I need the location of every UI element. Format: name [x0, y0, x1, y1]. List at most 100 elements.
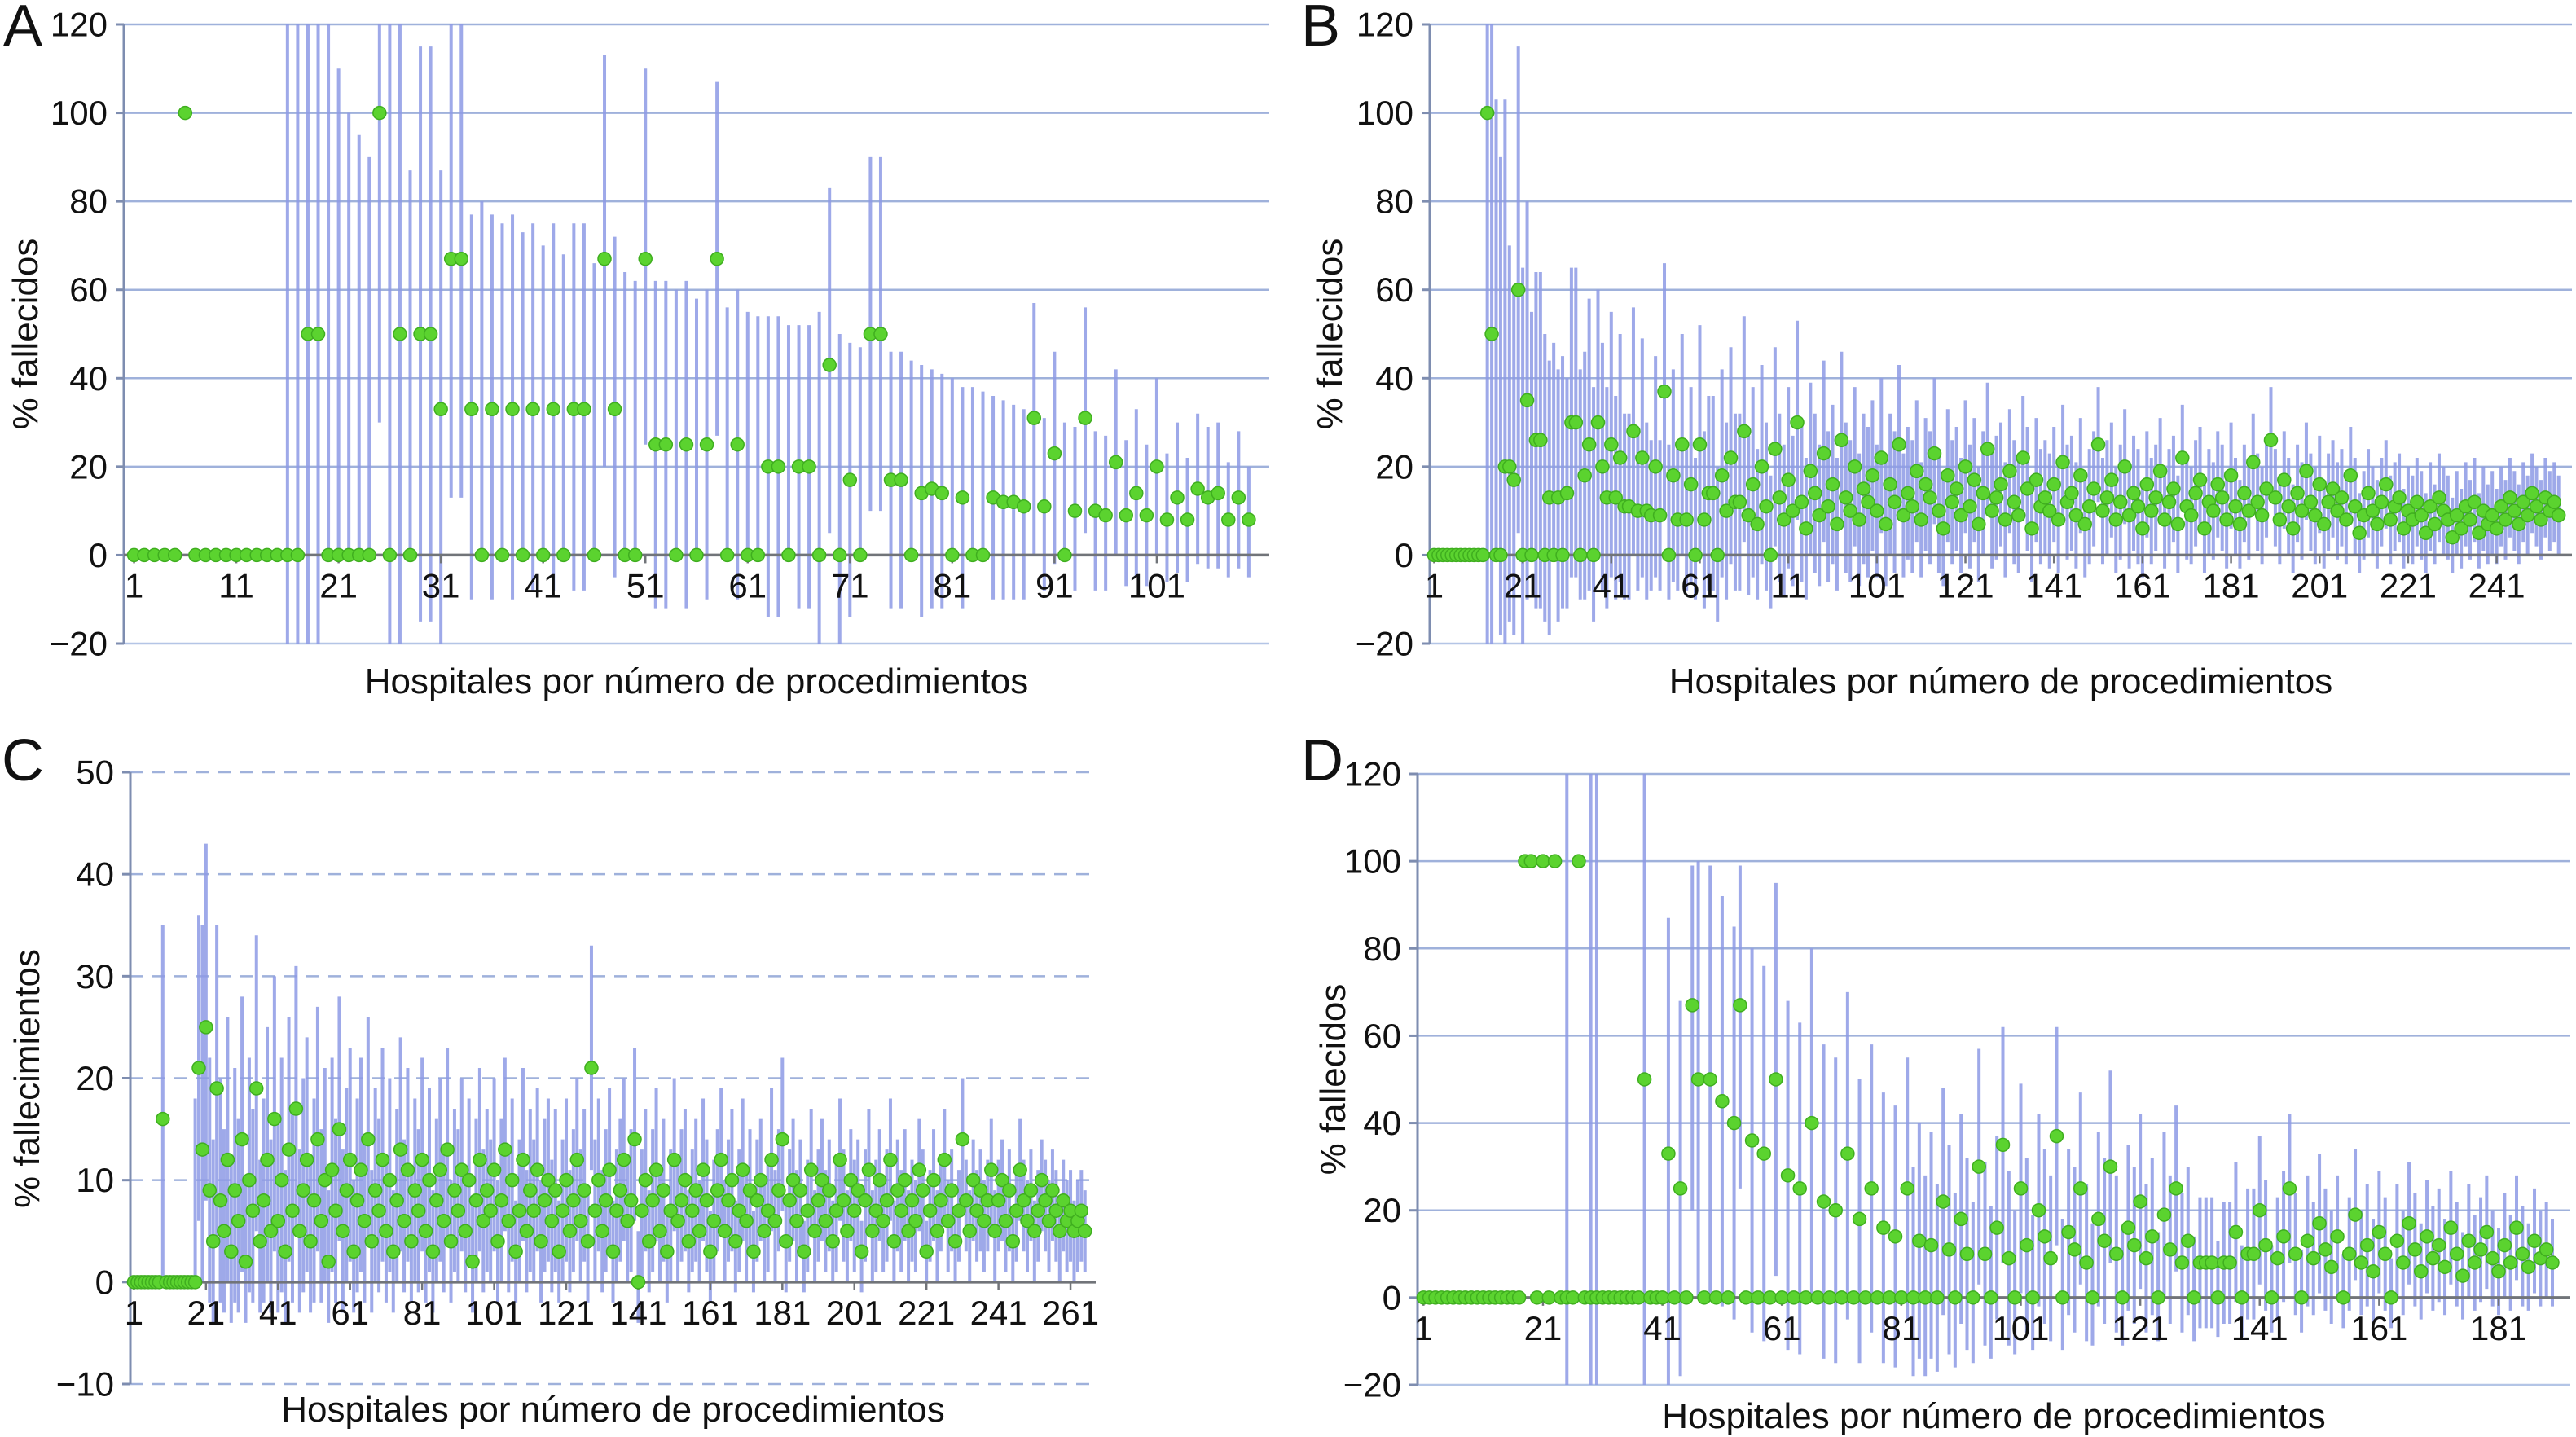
x-tick-label: 141 [2025, 566, 2082, 604]
data-point [641, 1234, 657, 1249]
data-point [2183, 508, 2199, 523]
data-point [746, 1244, 761, 1259]
data-point [451, 1203, 466, 1218]
data-point [1685, 998, 1700, 1013]
data-point [199, 1020, 213, 1035]
data-point [2112, 494, 2128, 510]
data-point [1626, 424, 1641, 439]
data-point [1763, 547, 1778, 563]
data-point [1756, 1146, 1771, 1161]
data-point [535, 547, 551, 563]
data-point [944, 1183, 959, 1198]
x-tick-label: 241 [970, 1294, 1027, 1332]
panel-a-x-axis-label: Hospitales por número de procedimientos [364, 661, 1029, 701]
data-point [1816, 446, 1831, 461]
data-point [1874, 450, 1889, 465]
data-point [2097, 1233, 2112, 1248]
data-point [717, 1224, 732, 1238]
data-point [2157, 512, 2172, 527]
data-point [843, 1172, 859, 1188]
data-point [1918, 1290, 1932, 1305]
data-point [658, 437, 674, 452]
x-tick-label: 261 [1042, 1294, 1099, 1332]
data-point [1936, 1194, 1950, 1209]
data-point [1719, 503, 1734, 518]
data-point [525, 402, 540, 417]
data-point [916, 1183, 930, 1198]
data-point [2547, 494, 2562, 510]
data-point [922, 1203, 938, 1218]
data-point [1533, 433, 1548, 448]
data-point [2241, 503, 2257, 518]
data-point [785, 1172, 801, 1188]
data-point [2420, 1229, 2434, 1244]
data-point [1949, 481, 1964, 496]
data-point [883, 1152, 898, 1167]
data-point [2038, 490, 2053, 505]
data-point [719, 547, 735, 563]
data-point [1852, 1211, 1867, 1227]
x-tick-label: 101 [466, 1294, 523, 1332]
data-point [1843, 503, 1857, 518]
x-tick-label: 141 [609, 1294, 666, 1332]
data-point [1586, 547, 1601, 563]
panel-d-x-axis-label: Hospitales por número de procedimientos [1662, 1396, 2326, 1436]
x-tick-label: 11 [218, 566, 254, 604]
data-point [1930, 1290, 1945, 1305]
data-point [2232, 516, 2248, 532]
data-point [566, 1193, 581, 1208]
data-point [411, 1203, 426, 1218]
data-point [696, 1162, 710, 1177]
data-point [998, 1213, 1013, 1228]
data-point [1506, 472, 1521, 487]
x-tick-label: 21 [1524, 1309, 1563, 1347]
data-point [422, 1172, 437, 1188]
data-point [267, 1111, 282, 1127]
data-point [1723, 450, 1739, 465]
data-point [209, 1081, 224, 1096]
data-point [1906, 1290, 1921, 1305]
data-point [2379, 477, 2394, 492]
data-point [995, 1172, 1009, 1188]
data-point [1242, 512, 1256, 527]
data-point [433, 1162, 448, 1177]
data-point [2079, 1255, 2094, 1270]
data-point [2272, 512, 2288, 527]
data-point [721, 1193, 736, 1208]
data-point [908, 1213, 923, 1228]
data-point [873, 327, 888, 341]
data-point [1785, 503, 1800, 518]
data-point [2161, 494, 2177, 510]
x-tick-label: 161 [2114, 566, 2171, 604]
data-point [367, 1183, 383, 1198]
data-point [1927, 446, 1942, 461]
data-point [728, 1234, 743, 1249]
data-point [2024, 521, 2039, 536]
data-point [595, 1224, 609, 1238]
data-point [2449, 1246, 2464, 1262]
data-point [1648, 459, 1663, 474]
data-point [1861, 494, 1875, 510]
data-point [2115, 1290, 2130, 1305]
data-point [2042, 503, 2057, 518]
data-point [1067, 503, 1083, 518]
data-point [2454, 521, 2468, 536]
data-point [1655, 1290, 1670, 1305]
data-point [1865, 468, 1880, 483]
x-tick-label: 41 [524, 566, 562, 604]
x-tick-label: 61 [1763, 1309, 1801, 1347]
data-point [235, 1132, 249, 1147]
data-point [2516, 494, 2530, 510]
data-point [1016, 499, 1031, 514]
data-point [912, 1162, 927, 1177]
data-point [1852, 512, 1866, 527]
data-point [648, 1162, 664, 1177]
data-point [1805, 1115, 1819, 1131]
data-point [2095, 503, 2110, 518]
data-point [2410, 494, 2424, 510]
data-point [526, 1203, 541, 1218]
data-point [202, 1183, 218, 1198]
data-point [501, 1213, 517, 1228]
data-point [2104, 472, 2119, 487]
